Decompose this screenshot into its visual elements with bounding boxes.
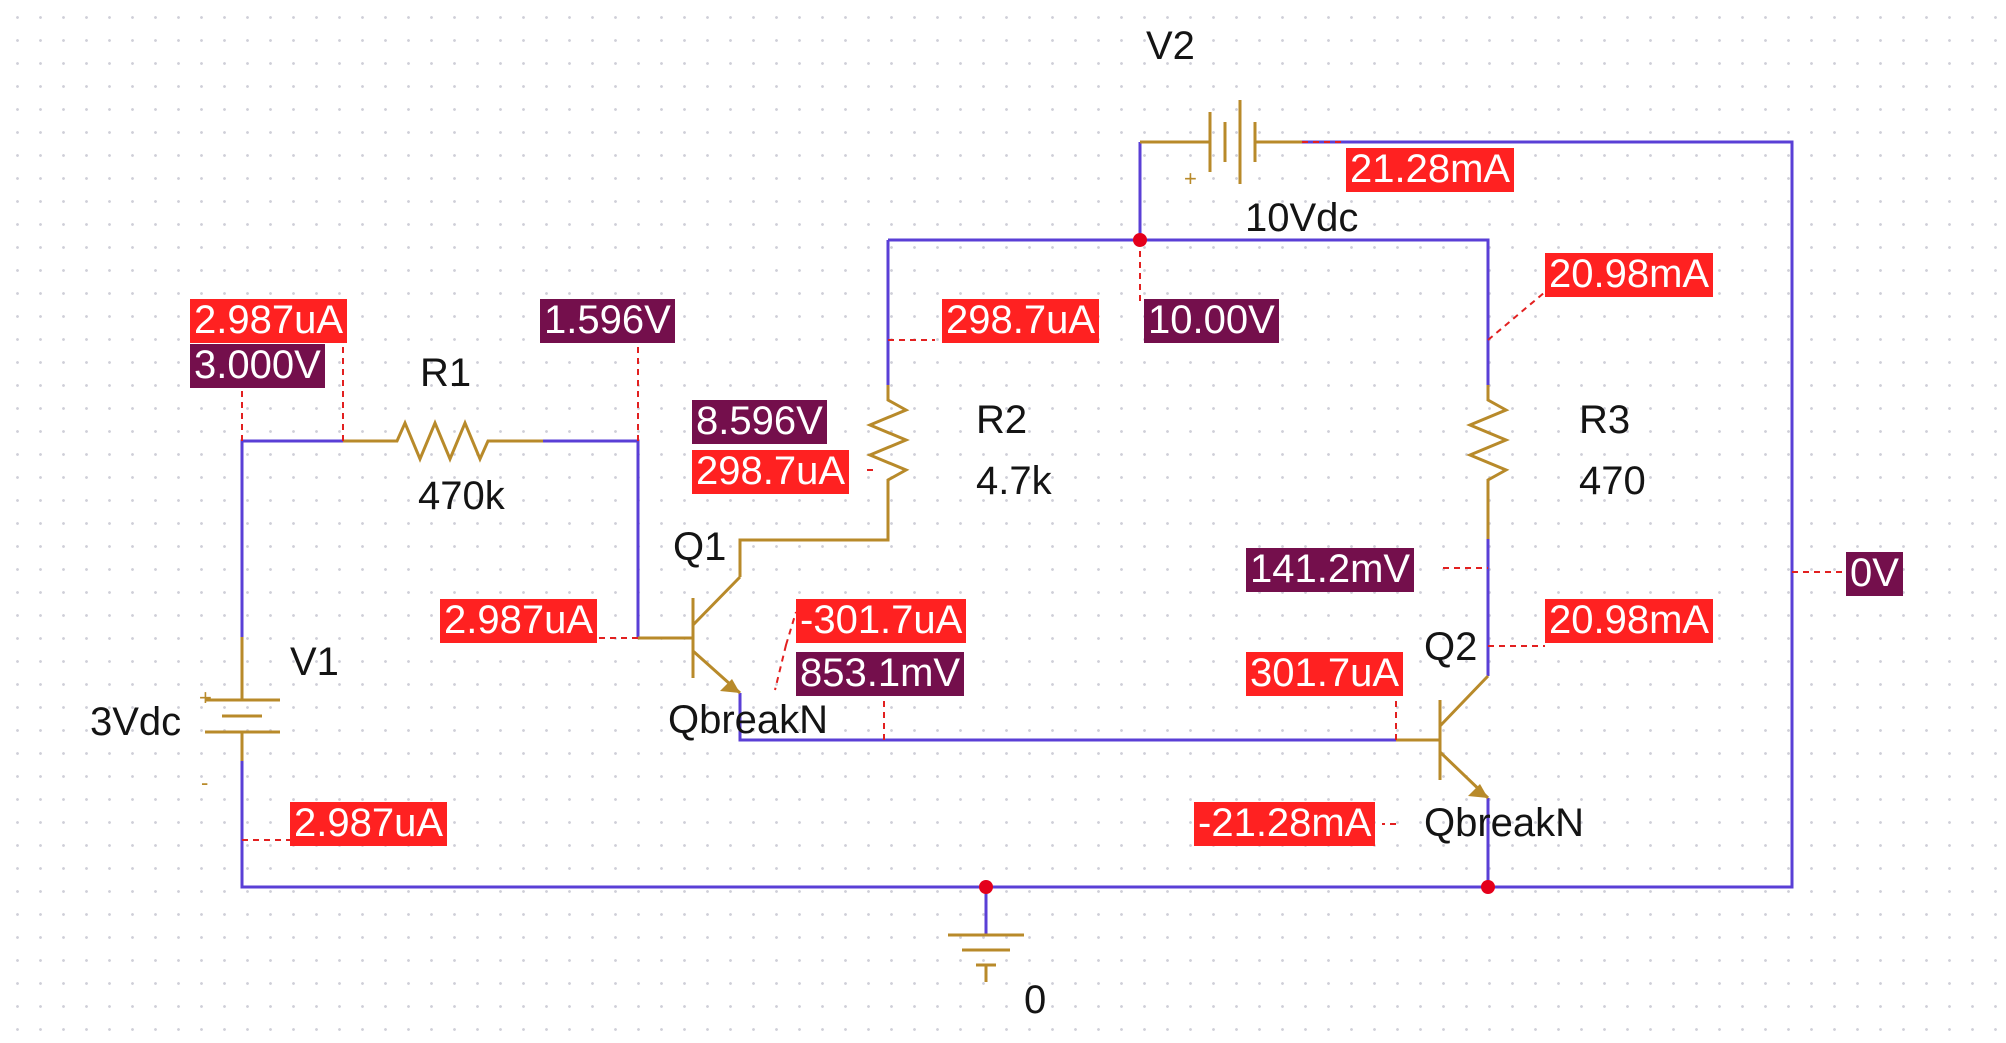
v1-plus-sign: + xyxy=(199,685,212,710)
v1-value-label: 3Vdc xyxy=(90,700,182,744)
q2-collector-current-badge: 20.98mA xyxy=(1545,599,1714,643)
wire-q1e-to-q2b xyxy=(738,693,1396,742)
resistor-r2[interactable] xyxy=(738,385,910,577)
supply-voltage-badge: 10.00V xyxy=(1144,299,1279,343)
ground-label: 0 xyxy=(1024,978,1047,1022)
wire-supply-rail xyxy=(888,238,1490,385)
q1-emitter-voltage-badge: 853.1mV xyxy=(796,652,965,696)
v1-top-voltage-badge: 3.000V xyxy=(190,344,325,388)
q1-ref-label: Q1 xyxy=(673,525,727,569)
v1-minus-sign: - xyxy=(201,770,209,795)
ground-voltage-badge: 0V xyxy=(1846,552,1903,596)
q2-base-current-badge: 301.7uA xyxy=(1246,652,1404,696)
transistor-q1[interactable] xyxy=(638,575,742,695)
r2-value-label: 4.7k xyxy=(976,459,1052,503)
q1-collector-voltage-badge: 8.596V xyxy=(692,400,827,444)
battery-v2[interactable] xyxy=(1140,100,1302,184)
r3-top-current-badge: 20.98mA xyxy=(1545,253,1714,297)
junction-dots xyxy=(979,233,1495,894)
v2-ref-label: V2 xyxy=(1146,24,1195,68)
r3-ref-label: R3 xyxy=(1579,398,1631,442)
v1-bottom-current-badge: 2.987uA xyxy=(290,802,448,846)
v2-current-badge: 21.28mA xyxy=(1346,148,1515,192)
q1-model-label: QbreakN xyxy=(668,698,829,742)
q1-base-current-badge: 2.987uA xyxy=(440,599,598,643)
v2-plus-sign: + xyxy=(1184,166,1197,191)
v1-ref-label: V1 xyxy=(290,640,339,684)
resistor-r1[interactable] xyxy=(343,419,543,463)
transistor-q2[interactable] xyxy=(1396,674,1490,800)
q2-model-label: QbreakN xyxy=(1424,801,1585,845)
q1-collector-current-badge: 298.7uA xyxy=(692,450,850,494)
probe-leaders xyxy=(241,141,1842,841)
wires xyxy=(240,140,1794,935)
r1-ref-label: R1 xyxy=(420,351,472,395)
q1-emitter-current-badge: -301.7uA xyxy=(796,599,967,643)
wire-left-loop xyxy=(240,439,343,637)
r1-right-voltage-badge: 1.596V xyxy=(540,299,675,343)
v2-value-label: 10Vdc xyxy=(1245,196,1359,240)
q2-ref-label: Q2 xyxy=(1424,625,1478,669)
r2-top-current-badge: 298.7uA xyxy=(942,299,1100,343)
wire-v1-to-ground xyxy=(240,140,1794,889)
r2-ref-label: R2 xyxy=(976,398,1028,442)
q2-collector-voltage-badge: 141.2mV xyxy=(1246,548,1415,592)
v1-top-current-badge: 2.987uA xyxy=(190,299,348,343)
resistor-r3[interactable] xyxy=(1466,385,1510,539)
ground-symbol xyxy=(948,933,1024,982)
r1-value-label: 470k xyxy=(418,474,505,518)
battery-v1[interactable] xyxy=(205,637,280,761)
r3-value-label: 470 xyxy=(1579,459,1646,503)
q2-emitter-current-badge: -21.28mA xyxy=(1194,802,1376,846)
